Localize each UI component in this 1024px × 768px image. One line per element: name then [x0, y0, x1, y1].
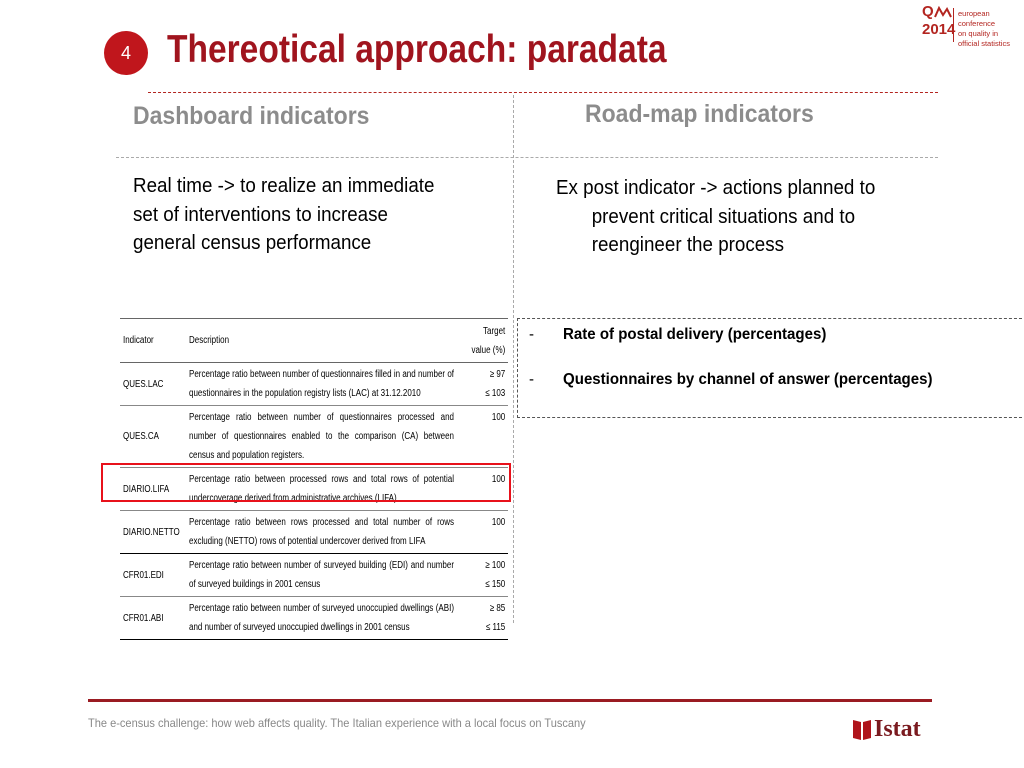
table-row: QUES.CA Percentage ratio between number … [120, 406, 508, 468]
dashboard-description: Real time -> to realize an immediate set… [133, 175, 435, 254]
col-header-indicator: Indicator [123, 335, 154, 346]
table-header-row: Indicator Description Target value (%) [120, 318, 508, 363]
cell-indicator: CFR01.EDI [123, 569, 164, 581]
table-row: CFR01.EDI Percentage ratio between numbe… [120, 554, 508, 597]
cell-description: Percentage ratio between rows processed … [189, 517, 454, 547]
section-number-badge: 4 [104, 31, 148, 75]
heading-divider [116, 157, 938, 158]
cell-indicator: DIARIO.NETTO [123, 526, 180, 538]
cell-target: ≥ 100 ≤ 150 [485, 560, 505, 590]
table-row: DIARIO.LIFA Percentage ratio between pro… [120, 468, 508, 511]
roadmap-item: - Questionnaires by channel of answer (p… [529, 371, 933, 388]
istat-logo-icon [853, 720, 871, 740]
table-row: QUES.LAC Percentage ratio between number… [120, 363, 508, 406]
chart-wave-icon [933, 5, 952, 18]
logo-divider [953, 8, 954, 42]
cell-target: 100 [491, 517, 505, 528]
cell-indicator: DIARIO.LIFA [123, 483, 170, 495]
cell-target: ≥ 85 ≤ 115 [485, 603, 505, 633]
cell-target: ≥ 97 ≤ 103 [485, 369, 505, 399]
cell-description: Percentage ratio between processed rows … [189, 474, 454, 504]
cell-description: Percentage ratio between number of surve… [189, 603, 454, 633]
col-header-description: Description [189, 335, 230, 346]
roadmap-description: Ex post indicator -> actions planned to … [556, 177, 876, 256]
roadmap-item-label: Rate of postal delivery (percentages) [563, 326, 827, 343]
table-row: DIARIO.NETTO Percentage ratio between ro… [120, 511, 508, 554]
col-header-target: Target value (%) [471, 325, 505, 356]
indicators-table: Indicator Description Target value (%) Q… [120, 318, 508, 640]
conference-logo-text: european conference on quality in offici… [958, 9, 1010, 48]
slide-title: Thereotical approach: paradata [167, 28, 667, 71]
roadmap-indicators-box [517, 318, 1024, 418]
cell-target: 100 [491, 412, 505, 423]
roadmap-item: - Rate of postal delivery (percentages) [529, 326, 827, 343]
cell-description: Percentage ratio between number of quest… [189, 369, 454, 399]
column-divider [513, 95, 514, 623]
cell-indicator: QUES.LAC [123, 378, 164, 390]
dashboard-heading: Dashboard indicators [133, 102, 370, 130]
cell-indicator: QUES.CA [123, 431, 160, 442]
cell-description: Percentage ratio between number of quest… [189, 412, 454, 461]
highlight-box-diario-lifa [101, 463, 511, 502]
cell-description: Percentage ratio between number of surve… [189, 560, 454, 590]
cell-indicator: CFR01.ABI [123, 612, 164, 624]
footer-caption: The e-census challenge: how web affects … [88, 716, 586, 730]
title-divider [148, 92, 938, 93]
istat-logo-text: Istat [874, 716, 921, 742]
table-row: CFR01.ABI Percentage ratio between numbe… [120, 597, 508, 640]
conference-logo-brand: Q [922, 3, 952, 21]
cell-target: 100 [491, 474, 505, 485]
roadmap-item-label: Questionnaires by channel of answer (per… [563, 371, 933, 388]
footer-divider [88, 699, 932, 702]
roadmap-heading: Road-map indicators [585, 100, 814, 128]
conference-logo-year: 2014 [922, 21, 956, 38]
